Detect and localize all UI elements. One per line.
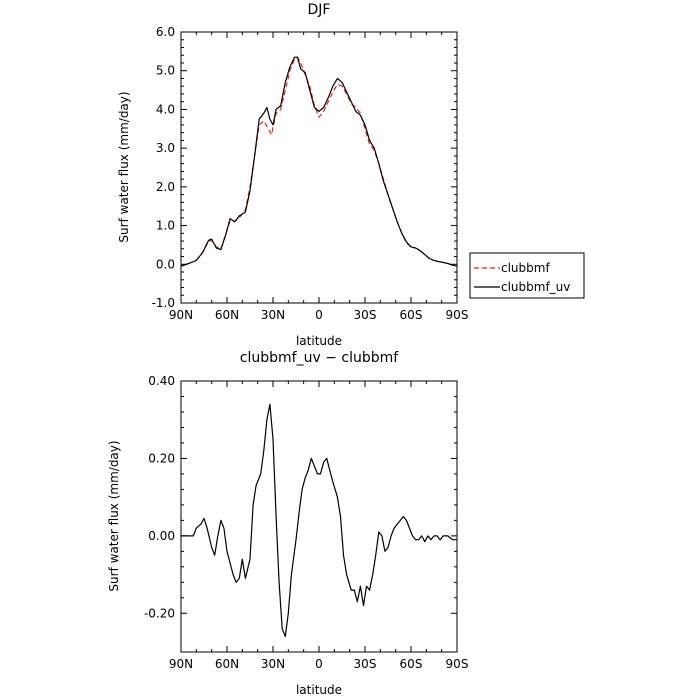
- lower-y-axis-label: Surf water flux (mm/day): [107, 440, 121, 591]
- upper-y-tick-label: 3.0: [156, 141, 175, 155]
- legend: clubbmf clubbmf_uv: [469, 252, 585, 299]
- lower-x-tick-label: 90S: [446, 657, 469, 671]
- upper-y-ticks: -1.0 0.0 1.0 2.0 3.0 4.0 5.0 6.0: [152, 25, 457, 310]
- lower-x-tick-label: 60S: [400, 657, 423, 671]
- lower-y-ticks: -0.20 0.00 0.20 0.40: [144, 374, 457, 620]
- upper-x-tick-label: 30S: [354, 308, 377, 322]
- upper-lines: [180, 56, 458, 267]
- upper-y-tick-label: 0.0: [156, 257, 175, 271]
- legend-label-clubbmf: clubbmf: [501, 261, 550, 275]
- upper-y-tick-label: 1.0: [156, 219, 175, 233]
- upper-y-tick-label: 2.0: [156, 180, 175, 194]
- lower-x-axis-label: latitude: [296, 683, 342, 697]
- upper-y-tick-label: -1.0: [152, 296, 175, 310]
- upper-y-tick-label: 5.0: [156, 64, 175, 78]
- upper-x-ticks: 90N 60N 30N 0 30S 60S 90S: [169, 32, 469, 322]
- lower-x-ticks: 90N 60N 30N 0 30S 60S 90S: [169, 381, 469, 671]
- lower-lines: [181, 403, 457, 638]
- upper-panel: DJF -1.0 0.0 1.0 2.0 3.0 4.0 5.0 6.0 90N 60N 30N 0…: [117, 2, 468, 348]
- upper-y-axis-label: Surf water flux (mm/day): [117, 91, 131, 242]
- lower-x-tick-label: 90N: [169, 657, 193, 671]
- lower-x-tick-label: 30N: [261, 657, 285, 671]
- lower-x-tick-label: 0: [315, 657, 323, 671]
- lower-y-tick-label: 0.40: [148, 374, 175, 388]
- legend-box: [469, 252, 585, 299]
- upper-x-tick-label: 30N: [261, 308, 285, 322]
- upper-x-tick-label: 0: [315, 308, 323, 322]
- upper-x-tick-label: 60S: [400, 308, 423, 322]
- lower-y-tick-label: 0.00: [148, 529, 175, 543]
- lower-title: clubbmf_uv − clubbmf: [240, 350, 399, 366]
- lower-x-tick-label: 60N: [215, 657, 239, 671]
- upper-title: DJF: [308, 2, 331, 18]
- lower-panel: clubbmf_uv − clubbmf -0.20 0.00 0.20 0.40 9…: [107, 350, 468, 697]
- upper-series-clubbmf-uv-line: [180, 56, 458, 267]
- lower-y-tick-label: -0.20: [144, 606, 175, 620]
- lower-y-tick-label: 0.20: [148, 451, 175, 465]
- upper-x-tick-label: 60N: [215, 308, 239, 322]
- upper-x-tick-label: 90S: [446, 308, 469, 322]
- legend-label-clubbmf-uv: clubbmf_uv: [501, 280, 570, 294]
- upper-y-tick-label: 4.0: [156, 102, 175, 116]
- upper-x-tick-label: 90N: [169, 308, 193, 322]
- upper-y-tick-label: 6.0: [156, 25, 175, 39]
- lower-x-tick-label: 30S: [354, 657, 377, 671]
- upper-x-axis-label: latitude: [296, 334, 342, 348]
- lower-series-difference-line: [181, 403, 457, 638]
